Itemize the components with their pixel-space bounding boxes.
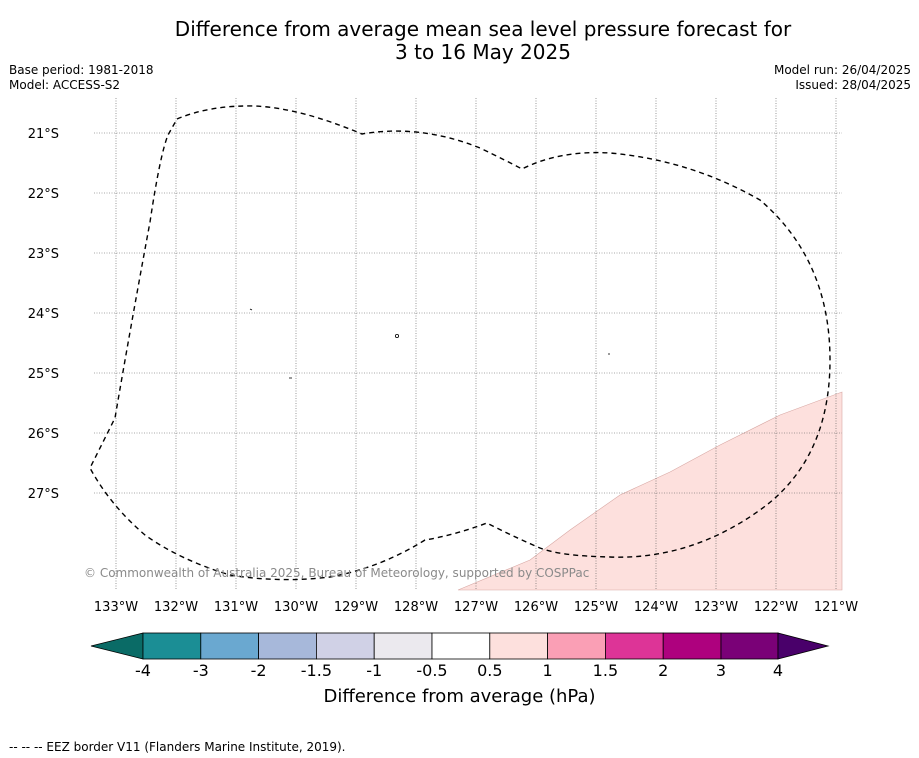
lon-label: 132°W [154, 600, 198, 615]
lon-label: 122°W [754, 600, 798, 615]
colorbar-ticks: -4 -3 -2 -1.5 -1 -0.5 0.5 1 1.5 2 3 4 [135, 661, 783, 680]
lat-label: 23°S [28, 247, 59, 262]
islands [249, 308, 610, 379]
lon-label: 124°W [634, 600, 678, 615]
colorbar-tick: 4 [773, 661, 783, 680]
lon-label: 129°W [334, 600, 378, 615]
title-line-2: 3 to 16 May 2025 [395, 40, 571, 64]
lon-label: 130°W [274, 600, 318, 615]
lat-label: 21°S [28, 127, 59, 142]
header-right-info: Model run: 26/04/2025 Issued: 28/04/2025 [774, 63, 911, 93]
title-line-1: Difference from average mean sea level p… [174, 17, 792, 41]
lat-label: 27°S [28, 487, 59, 502]
copyright-notice: © Commonwealth of Australia 2025, Bureau… [84, 566, 589, 580]
colorbar-tick: -4 [135, 661, 151, 680]
colorbar-segment [720, 632, 779, 660]
colorbar-segment [431, 632, 491, 660]
colorbar-extend-high [777, 632, 830, 660]
colorbar-label: Difference from average (hPa) [323, 686, 596, 707]
colorbar-tick: -1 [366, 661, 382, 680]
colorbar-tick: -2 [251, 661, 267, 680]
longitude-labels: 133°W 132°W 131°W 130°W 129°W 128°W 127°… [94, 600, 858, 615]
footnote-eez: -- -- -- EEZ border V11 (Flanders Marine… [9, 740, 346, 754]
colorbar-segment [200, 632, 260, 660]
colorbar-segment [142, 632, 202, 660]
colorbar-tick: 1.5 [593, 661, 618, 680]
colorbar-extend-low [90, 632, 144, 660]
colorbar-segment [547, 632, 606, 660]
lon-label: 128°W [394, 600, 438, 615]
model-run-text: Model run: 26/04/2025 [773, 63, 911, 77]
lat-label: 24°S [28, 307, 59, 322]
colorbar-segment [258, 632, 317, 660]
grid-lines [94, 98, 842, 590]
lat-label: 25°S [28, 367, 59, 382]
issued-text: Issued: 28/04/2025 [795, 78, 911, 92]
lat-label: 26°S [28, 427, 59, 442]
chart-title: Difference from average mean sea level p… [0, 18, 919, 64]
colorbar-tick: 1 [543, 661, 553, 680]
colorbar-segments [142, 632, 779, 660]
colorbar-segment [605, 632, 664, 660]
colorbar-tick: 2 [658, 661, 668, 680]
base-period-text: Base period: 1981-2018 [9, 63, 154, 77]
colorbar-tick: 3 [716, 661, 726, 680]
model-text: Model: ACCESS-S2 [9, 78, 121, 92]
colorbar-segment [373, 632, 433, 660]
colorbar-segment [662, 632, 722, 660]
colorbar-tick: 0.5 [477, 661, 502, 680]
lon-label: 121°W [814, 600, 858, 615]
lon-label: 125°W [574, 600, 618, 615]
lon-label: 123°W [694, 600, 738, 615]
colorbar-segment [489, 632, 548, 660]
colorbar-tick: -3 [193, 661, 209, 680]
lon-label: 127°W [454, 600, 498, 615]
colorbar-tick: -1.5 [301, 661, 332, 680]
lon-label: 126°W [514, 600, 558, 615]
colorbar-tick: -0.5 [416, 661, 447, 680]
positive-anomaly-region [457, 391, 843, 591]
lon-label: 133°W [94, 600, 138, 615]
colorbar-segment [315, 632, 375, 660]
header-left-info: Base period: 1981-2018 Model: ACCESS-S2 [9, 63, 154, 93]
lat-label: 22°S [28, 187, 59, 202]
latitude-labels: 21°S 22°S 23°S 24°S 25°S 26°S 27°S [28, 127, 59, 502]
lon-label: 131°W [214, 600, 258, 615]
